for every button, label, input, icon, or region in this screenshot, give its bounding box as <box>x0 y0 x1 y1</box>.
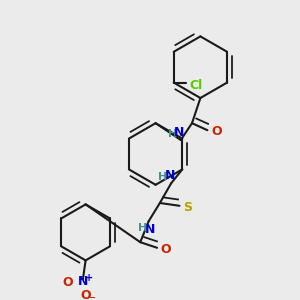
Text: H: H <box>168 129 177 139</box>
Text: O: O <box>212 125 222 138</box>
Text: O: O <box>80 289 91 300</box>
Text: H: H <box>138 223 148 232</box>
Text: N: N <box>164 169 175 182</box>
Text: N: N <box>145 223 155 236</box>
Text: +: + <box>85 273 93 283</box>
Text: O: O <box>160 243 171 256</box>
Text: Cl: Cl <box>189 79 202 92</box>
Text: S: S <box>183 201 192 214</box>
Text: O: O <box>62 276 73 289</box>
Text: H: H <box>158 172 167 182</box>
Text: −: − <box>87 293 97 300</box>
Text: N: N <box>78 275 88 288</box>
Text: N: N <box>174 126 184 139</box>
